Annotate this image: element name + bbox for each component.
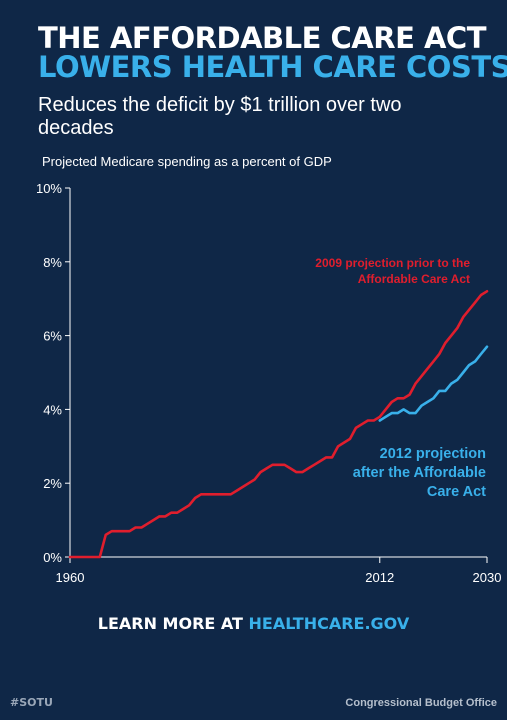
annotation-2009-projection: Affordable Care Act	[358, 272, 470, 286]
healthcare-gov-link[interactable]: HEALTHCARE.GOV	[248, 614, 410, 633]
y-tick-label: 6%	[43, 329, 62, 344]
x-tick-label: 2030	[473, 570, 502, 585]
x-tick-label: 2012	[365, 570, 394, 585]
annotation-2012-projection: Care Act	[427, 484, 486, 500]
annotation-2009-projection: 2009 projection prior to the	[315, 256, 470, 270]
series-line-2012-projection	[378, 345, 489, 422]
y-tick-label: 8%	[43, 255, 62, 270]
subtitle: Reduces the deficit by $1 trillion over …	[38, 94, 402, 139]
y-tick-label: 10%	[36, 181, 62, 196]
title-line-2: LOWERS HEALTH CARE COSTS	[38, 50, 507, 84]
title-line-1: THE AFFORDABLE CARE ACT	[38, 21, 486, 55]
y-tick-label: 4%	[43, 402, 62, 417]
chart-title: Projected Medicare spending as a percent…	[42, 154, 332, 169]
y-tick-label: 2%	[43, 476, 62, 491]
sotu-hashtag: #SOTU	[10, 696, 53, 709]
annotation-2012-projection: after the Affordable	[353, 465, 486, 481]
annotation-2012-projection: 2012 projection	[380, 446, 486, 462]
x-tick-label: 1960	[56, 570, 85, 585]
learn-more-banner: LEARN MORE AT HEALTHCARE.GOV	[0, 614, 507, 633]
source-credit: Congressional Budget Office	[345, 697, 497, 709]
series-line-2009-projection	[68, 289, 489, 559]
learn-more-text: LEARN MORE AT	[97, 614, 249, 633]
y-tick-label: 0%	[43, 550, 62, 565]
